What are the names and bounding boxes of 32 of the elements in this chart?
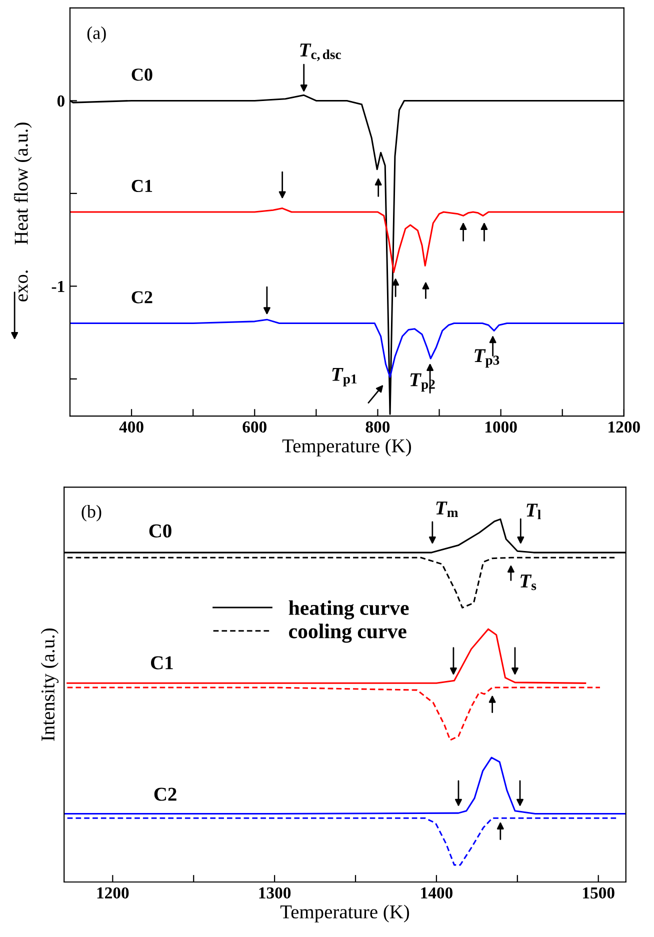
annotation: (b): [82, 505, 102, 522]
annotation: T$_{p1}$: [332, 368, 357, 386]
y-tick-label: 0: [57, 95, 64, 107]
annotation: (a): [87, 26, 106, 43]
series-label: C2: [132, 291, 152, 304]
x-tick-label: 1200: [97, 887, 129, 899]
legend-label: cooling curve: [289, 624, 406, 643]
x-tick-label: 800: [366, 421, 390, 433]
annotation: C2: [154, 788, 176, 801]
x-tick-label: 600: [242, 421, 266, 433]
annotation: T$_{s}$: [520, 574, 536, 590]
series-label: C0: [132, 68, 152, 81]
series-label: C1: [132, 180, 152, 192]
x-axis-title: Temperature (K): [282, 438, 411, 456]
legend-label: heating curve: [288, 600, 409, 620]
x-axis-title: Temperature (K): [280, 904, 410, 922]
x-tick-label: 1300: [259, 887, 291, 899]
x-tick-label: 400: [119, 421, 144, 433]
y-tick-label: -1: [52, 280, 64, 292]
text: T$_{m}$: [436, 502, 458, 517]
annotation: T$_{l}$: [526, 504, 541, 520]
line-series: [70, 208, 624, 274]
y-axis-title: exo. Heat flow (a.u.): [14, 122, 32, 302]
annotation: T$_{c,dsc}$: [300, 44, 341, 62]
annotation: C1: [150, 656, 173, 670]
y-axis-title: Intensity (a.u.): [40, 628, 59, 741]
x-tick-label: 1500: [583, 887, 614, 899]
x-tick-label: 1400: [421, 887, 452, 899]
annotation: T$_{p3}$: [474, 349, 500, 368]
x-tick-label: 1000: [485, 421, 517, 433]
x-tick-label: 1200: [608, 421, 640, 433]
annotation: C0: [149, 524, 172, 538]
